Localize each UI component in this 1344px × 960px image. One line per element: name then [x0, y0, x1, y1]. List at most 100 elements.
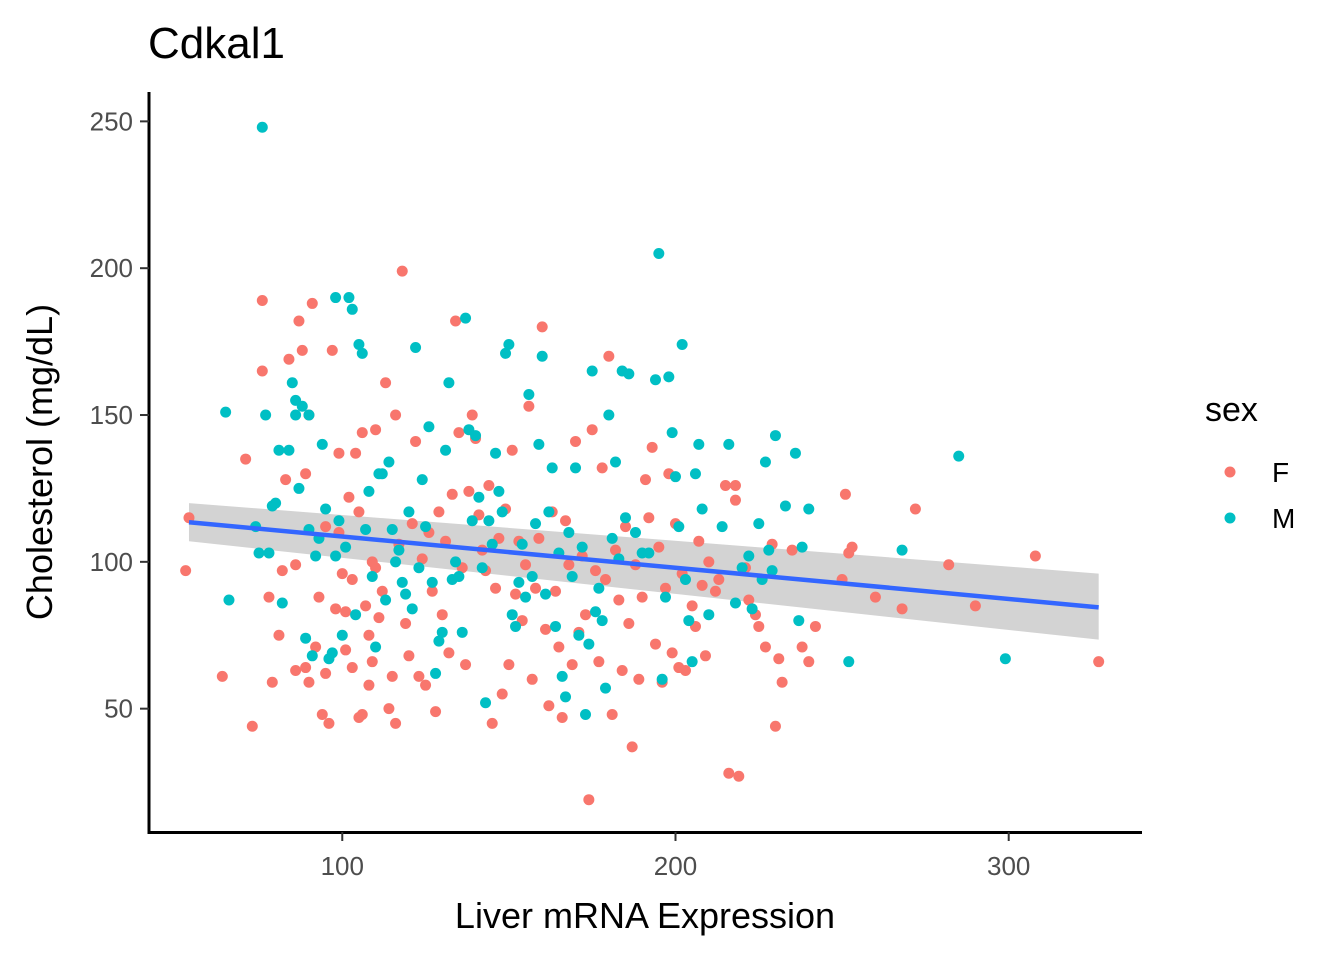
y-tick-label: 250 [90, 106, 133, 136]
data-point-m [483, 515, 495, 527]
data-point-m [753, 518, 765, 530]
data-point-f [306, 297, 318, 309]
data-point-f [649, 638, 661, 650]
confidence-band [188, 503, 1099, 640]
data-point-f [310, 641, 322, 653]
data-point-f [839, 488, 851, 500]
data-point-m [380, 594, 392, 606]
data-point-m [256, 121, 268, 133]
data-point-f [733, 770, 745, 782]
data-point-m [490, 447, 502, 459]
data-point-f [643, 512, 655, 524]
data-point-f [703, 556, 715, 568]
data-point-m [346, 303, 358, 315]
data-point-m [759, 456, 771, 468]
data-point-m [360, 524, 372, 536]
data-point-m [649, 374, 661, 386]
data-point-m [366, 571, 378, 583]
data-point-m [746, 603, 758, 615]
data-point-f [336, 568, 348, 580]
data-point-f [216, 670, 228, 682]
data-point-m [473, 491, 485, 503]
data-point-f [436, 609, 448, 621]
data-point-m [793, 615, 805, 627]
data-point-m [326, 647, 338, 659]
data-point-f [623, 618, 635, 630]
data-point-f [543, 700, 555, 712]
data-point-f [510, 588, 522, 600]
data-point-f [713, 573, 725, 585]
data-point-m [540, 588, 552, 600]
ticks-layer: 100 200 300 50 100 150 200 250 [90, 106, 1031, 881]
data-point-f [256, 294, 268, 306]
data-point-m [630, 526, 642, 538]
data-point-m [510, 620, 522, 632]
data-point-m [220, 406, 232, 418]
data-point-m [693, 438, 705, 450]
data-point-f [536, 321, 548, 333]
x-axis-title: Liver mRNA Expression [455, 895, 835, 936]
x-tick-label: 200 [654, 851, 697, 881]
data-point-f [523, 400, 535, 412]
data-point-m [310, 550, 322, 562]
y-axis-title: Cholesterol (mg/dL) [19, 304, 60, 620]
data-point-m [596, 615, 608, 627]
data-point-m [426, 576, 438, 588]
data-point-f [283, 353, 295, 365]
data-point-f [909, 503, 921, 515]
data-point-m [570, 462, 582, 474]
data-point-f [583, 794, 595, 806]
data-point-m [493, 485, 505, 497]
data-point-m [563, 526, 575, 538]
data-point-f [363, 679, 375, 691]
data-point-m [300, 632, 312, 644]
data-point-m [603, 409, 615, 421]
data-point-f [320, 667, 332, 679]
data-point-m [696, 503, 708, 515]
data-point-m [480, 697, 492, 709]
data-point-m [413, 562, 425, 574]
data-point-m [550, 620, 562, 632]
data-point-f [626, 741, 638, 753]
data-point-m [293, 482, 305, 494]
data-point-m [273, 444, 285, 456]
data-point-m [580, 709, 592, 721]
data-point-f [410, 435, 422, 447]
data-point-m [260, 409, 272, 421]
data-point-m [396, 576, 408, 588]
data-point-m [516, 538, 528, 550]
data-point-m [356, 347, 368, 359]
data-point-f [426, 585, 438, 597]
data-point-m [343, 292, 355, 304]
legend-title: sex [1205, 391, 1258, 429]
y-tick-label: 200 [90, 253, 133, 283]
data-point-f [773, 653, 785, 665]
data-point-m [600, 682, 612, 694]
data-point-f [240, 453, 252, 465]
data-point-f [809, 620, 821, 632]
data-point-m [330, 550, 342, 562]
data-point-f [969, 600, 981, 612]
data-point-f [290, 664, 302, 676]
legend-label-m: M [1272, 503, 1295, 534]
data-point-f [276, 565, 288, 577]
data-point-f [776, 676, 788, 688]
data-point-m [566, 571, 578, 583]
data-point-f [796, 641, 808, 653]
data-point-m [606, 532, 618, 544]
data-point-f [616, 664, 628, 676]
data-point-m [666, 427, 678, 439]
data-point-f [406, 518, 418, 530]
data-point-m [560, 691, 572, 703]
data-point-m [576, 541, 588, 553]
data-point-f [303, 676, 315, 688]
data-point-f [556, 711, 568, 723]
data-point-f [666, 647, 678, 659]
data-point-f [1093, 656, 1105, 668]
data-point-m [350, 609, 362, 621]
data-point-m [336, 629, 348, 641]
data-point-f [396, 265, 408, 277]
data-point-f [416, 553, 428, 565]
data-point-f [729, 494, 741, 506]
